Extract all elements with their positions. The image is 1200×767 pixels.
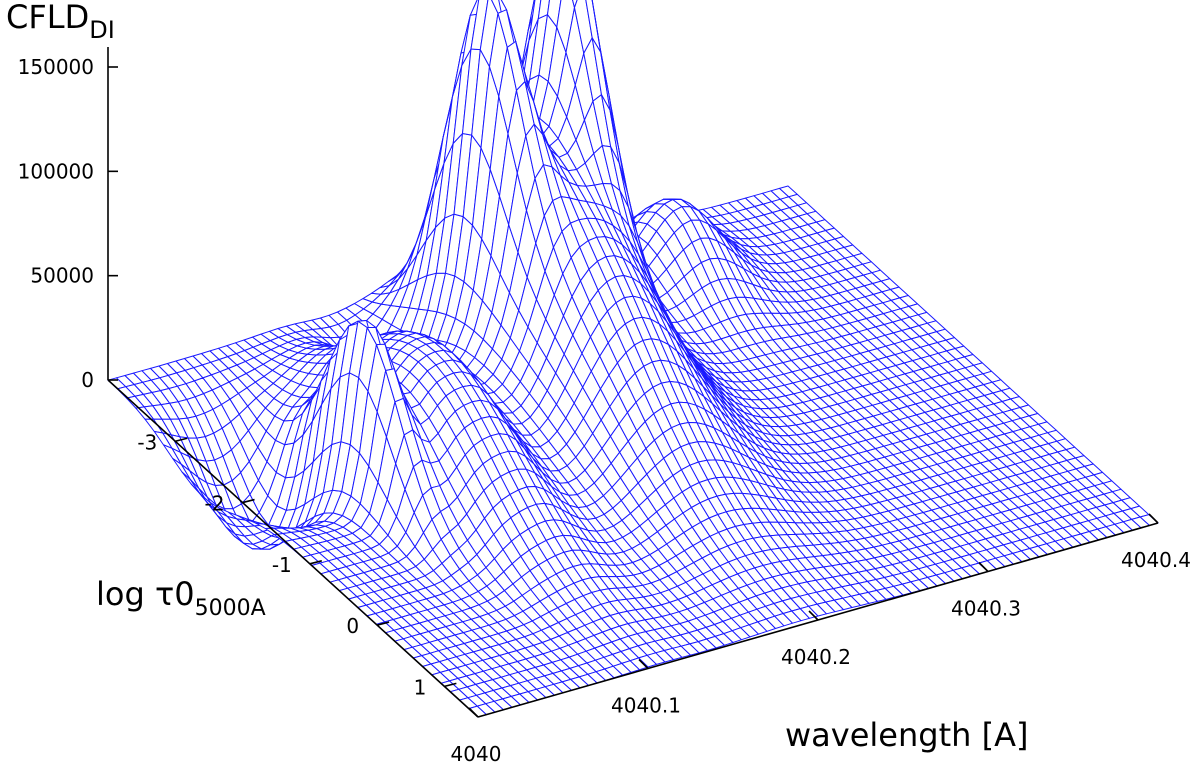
x-tick-label: 4040.3 xyxy=(951,597,1021,621)
x-tick-label: 4040 xyxy=(451,742,502,766)
y-tick-mark xyxy=(175,437,188,443)
x-tick-mark xyxy=(808,610,819,621)
y-tick-mark xyxy=(376,621,390,626)
y-tick-mark xyxy=(444,682,457,688)
z-tick-label: 50000 xyxy=(30,264,94,288)
surface-mesh xyxy=(107,0,1159,718)
x-tick-label: 4040.1 xyxy=(611,694,681,718)
x-tick-mark xyxy=(978,561,989,573)
y-tick-mark xyxy=(309,560,323,565)
tick-marks: 0 50000 100000 150000 4040 4040.1 4040.2 4040.3… xyxy=(18,55,1191,766)
axes: 0 50000 100000 150000 4040 4040.1 4040.2 4040.3… xyxy=(18,47,1191,766)
z-axis-title: CFLDDI xyxy=(6,0,115,44)
mesh-cell xyxy=(461,0,480,66)
y-tick-label: -2 xyxy=(205,492,225,516)
x-tick-label: 4040.2 xyxy=(781,645,851,669)
y-tick-label: -1 xyxy=(272,553,292,577)
mesh-cell xyxy=(537,0,551,20)
y-axis-line xyxy=(107,379,479,718)
mesh-cell xyxy=(528,0,542,41)
x-tick-mark xyxy=(468,707,479,718)
y-tick-label: -3 xyxy=(137,430,157,454)
x-tick-label: 4040.4 xyxy=(1121,548,1191,572)
z-tick-label: 150000 xyxy=(18,55,94,79)
y-tick-label: 1 xyxy=(414,675,427,699)
z-tick-label: 0 xyxy=(81,368,94,392)
y-tick-mark xyxy=(242,498,255,504)
z-tick-label: 100000 xyxy=(18,159,94,183)
mesh-cell xyxy=(470,0,489,51)
y-axis-title: log τ05000A xyxy=(96,575,266,621)
y-tick-label: 0 xyxy=(346,614,359,638)
x-axis-title: wavelength [A] xyxy=(785,716,1028,754)
x-tick-mark xyxy=(1148,513,1159,524)
x-tick-mark xyxy=(638,658,649,670)
